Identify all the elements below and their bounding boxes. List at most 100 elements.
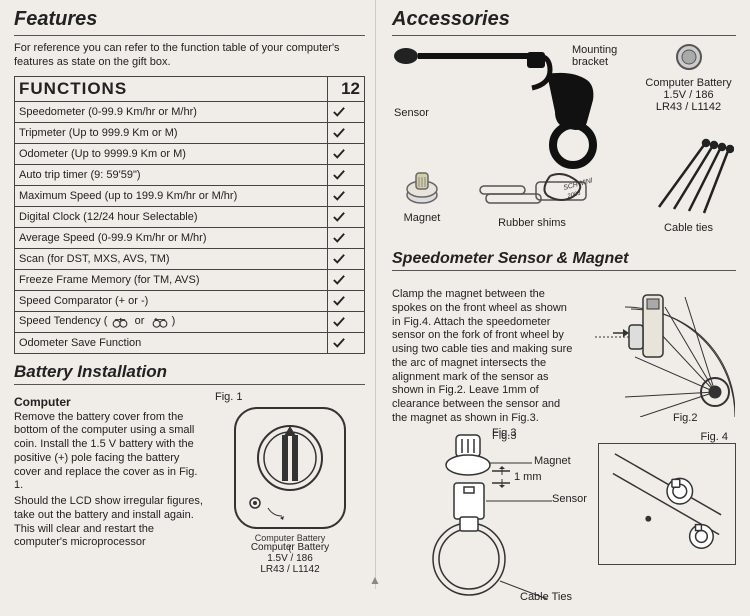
ties-item: Cable ties (641, 137, 736, 234)
svg-text:2003: 2003 (566, 191, 582, 201)
battery-label: Computer Battery 1.5V / 186 LR43 / L1142 (641, 77, 736, 113)
function-name: Digital Clock (12/24 hour Selectable) (15, 206, 328, 227)
function-name: Odometer (Up to 9999.9 Km or M) (15, 143, 328, 164)
left-column: Features For reference you can refer to … (0, 0, 375, 589)
function-name: Freeze Frame Memory (for TM, AVS) (15, 269, 328, 290)
function-name: Odometer Save Function (15, 332, 328, 353)
checkmark-icon (332, 189, 346, 201)
battery-text-1: Remove the battery cover from the bottom… (14, 411, 209, 494)
check-cell (328, 206, 365, 227)
checkmark-icon (332, 147, 346, 159)
rubber-shims-icon: SCHWINN 2003 (472, 172, 592, 212)
callout-sensor: Sensor (552, 493, 587, 505)
battery-icon (664, 42, 714, 72)
table-row: Speedometer (0-99.9 Km/hr or M/hr) (15, 101, 365, 122)
shims-label: Rubber shims (472, 217, 592, 229)
check-cell (328, 227, 365, 248)
table-row: Speed Comparator (+ or -) (15, 290, 365, 311)
callout-1mm: 1 mm (514, 471, 542, 483)
divider (392, 35, 736, 36)
checkmark-icon (332, 105, 346, 117)
check-cell (328, 185, 365, 206)
battery-text-2: Should the LCD show irregular figures, t… (14, 495, 209, 550)
functions-table: FUNCTIONS 12 Speedometer (0-99.9 Km/hr o… (14, 76, 365, 354)
check-cell (328, 290, 365, 311)
figure-4: Fig. 4 (598, 431, 736, 616)
svg-text:SCHWINN: SCHWINN (563, 176, 592, 192)
battery-subhead: Computer (14, 395, 209, 409)
magnet-item: Magnet (392, 167, 452, 224)
fig4-label: Fig. 4 (598, 431, 736, 443)
mounting-label: Mounting bracket (572, 44, 652, 68)
table-row: Scan (for DST, MXS, AVS, TM) (15, 248, 365, 269)
function-name: Maximum Speed (up to 199.9 Km/hr or M/hr… (15, 185, 328, 206)
battery-item: Computer Battery 1.5V / 186 LR43 / L1142 (641, 42, 736, 113)
cable-ties-icon (644, 137, 734, 217)
check-cell (328, 101, 365, 122)
checkmark-icon (332, 315, 346, 327)
table-row: Odometer (Up to 9999.9 Km or M) (15, 143, 365, 164)
check-cell (328, 164, 365, 185)
features-intro: For reference you can refer to the funct… (14, 42, 365, 70)
function-name: Auto trip timer (9: 59'59") (15, 164, 328, 185)
check-cell (328, 311, 365, 332)
table-row: Digital Clock (12/24 hour Selectable) (15, 206, 365, 227)
mounting-label-box: Mounting bracket (572, 42, 652, 68)
checkmark-icon (332, 273, 346, 285)
accessories-area: Sensor Mounting bracket Computer Battery… (392, 42, 736, 242)
callout-ties: Cable Ties (520, 591, 572, 603)
table-row: Freeze Frame Memory (for TM, AVS) (15, 269, 365, 290)
functions-count: 12 (328, 76, 365, 101)
figure-1: Fig. 1 Computer Battery ( Computer Batte… (215, 391, 365, 575)
check-cell (328, 122, 365, 143)
fig1-label: Fig. 1 (215, 391, 365, 403)
divider (14, 384, 365, 385)
table-row: Average Speed (0-99.9 Km/hr or M/hr) (15, 227, 365, 248)
checkmark-icon (332, 126, 346, 138)
divider (392, 270, 736, 271)
sensor-text: Clamp the magnet between the spokes on t… (392, 288, 577, 426)
fig2-label: Fig.2 (673, 412, 697, 424)
fig2-wheel-icon (585, 277, 735, 417)
magnet-icon (402, 167, 442, 207)
check-cell (328, 143, 365, 164)
table-row: Maximum Speed (up to 199.9 Km/hr or M/hr… (15, 185, 365, 206)
features-heading: Features (14, 8, 365, 31)
function-name: Speed Comparator (+ or -) (15, 290, 328, 311)
page-fold-marker: ▲ (369, 573, 381, 587)
wheel-down-icon (151, 315, 169, 327)
check-cell (328, 269, 365, 290)
figure-3: Fig.3 Magnet 1 mm Sensor Cable Ties Fig.… (392, 431, 592, 616)
mounting-bracket-icon (527, 70, 617, 170)
battery-heading: Battery Installation (14, 362, 365, 382)
functions-header: FUNCTIONS (15, 76, 328, 101)
fig4-diagram-icon (599, 444, 735, 562)
divider (14, 35, 365, 36)
check-cell (328, 332, 365, 353)
computer-back-icon: Computer Battery ( (220, 403, 360, 553)
fig3-label: Fig.3 (492, 427, 516, 439)
table-row: Auto trip timer (9: 59'59") (15, 164, 365, 185)
checkmark-icon (332, 210, 346, 222)
check-cell (328, 248, 365, 269)
right-column: Accessories Sensor Mou (375, 0, 750, 589)
magnet-label: Magnet (392, 212, 452, 224)
wheel-up-icon (111, 315, 129, 327)
shims-item: SCHWINN 2003 Rubber shims (472, 172, 592, 229)
callout-magnet: Magnet (534, 455, 571, 467)
function-name: Speedometer (0-99.9 Km/hr or M/hr) (15, 101, 328, 122)
table-row: Odometer Save Function (15, 332, 365, 353)
function-name: Average Speed (0-99.9 Km/hr or M/hr) (15, 227, 328, 248)
function-name: Tripmeter (Up to 999.9 Km or M) (15, 122, 328, 143)
sensor-heading: Speedometer Sensor & Magnet (392, 250, 736, 268)
checkmark-icon (332, 168, 346, 180)
checkmark-icon (332, 252, 346, 264)
checkmark-icon (332, 336, 346, 348)
function-name: Scan (for DST, MXS, AVS, TM) (15, 248, 328, 269)
checkmark-icon (332, 231, 346, 243)
function-name: Speed Tendency ( or ) (15, 311, 328, 332)
checkmark-icon (332, 294, 346, 306)
mounting-bracket-item (527, 70, 617, 173)
accessories-heading: Accessories (392, 8, 736, 31)
ties-label: Cable ties (641, 222, 736, 234)
